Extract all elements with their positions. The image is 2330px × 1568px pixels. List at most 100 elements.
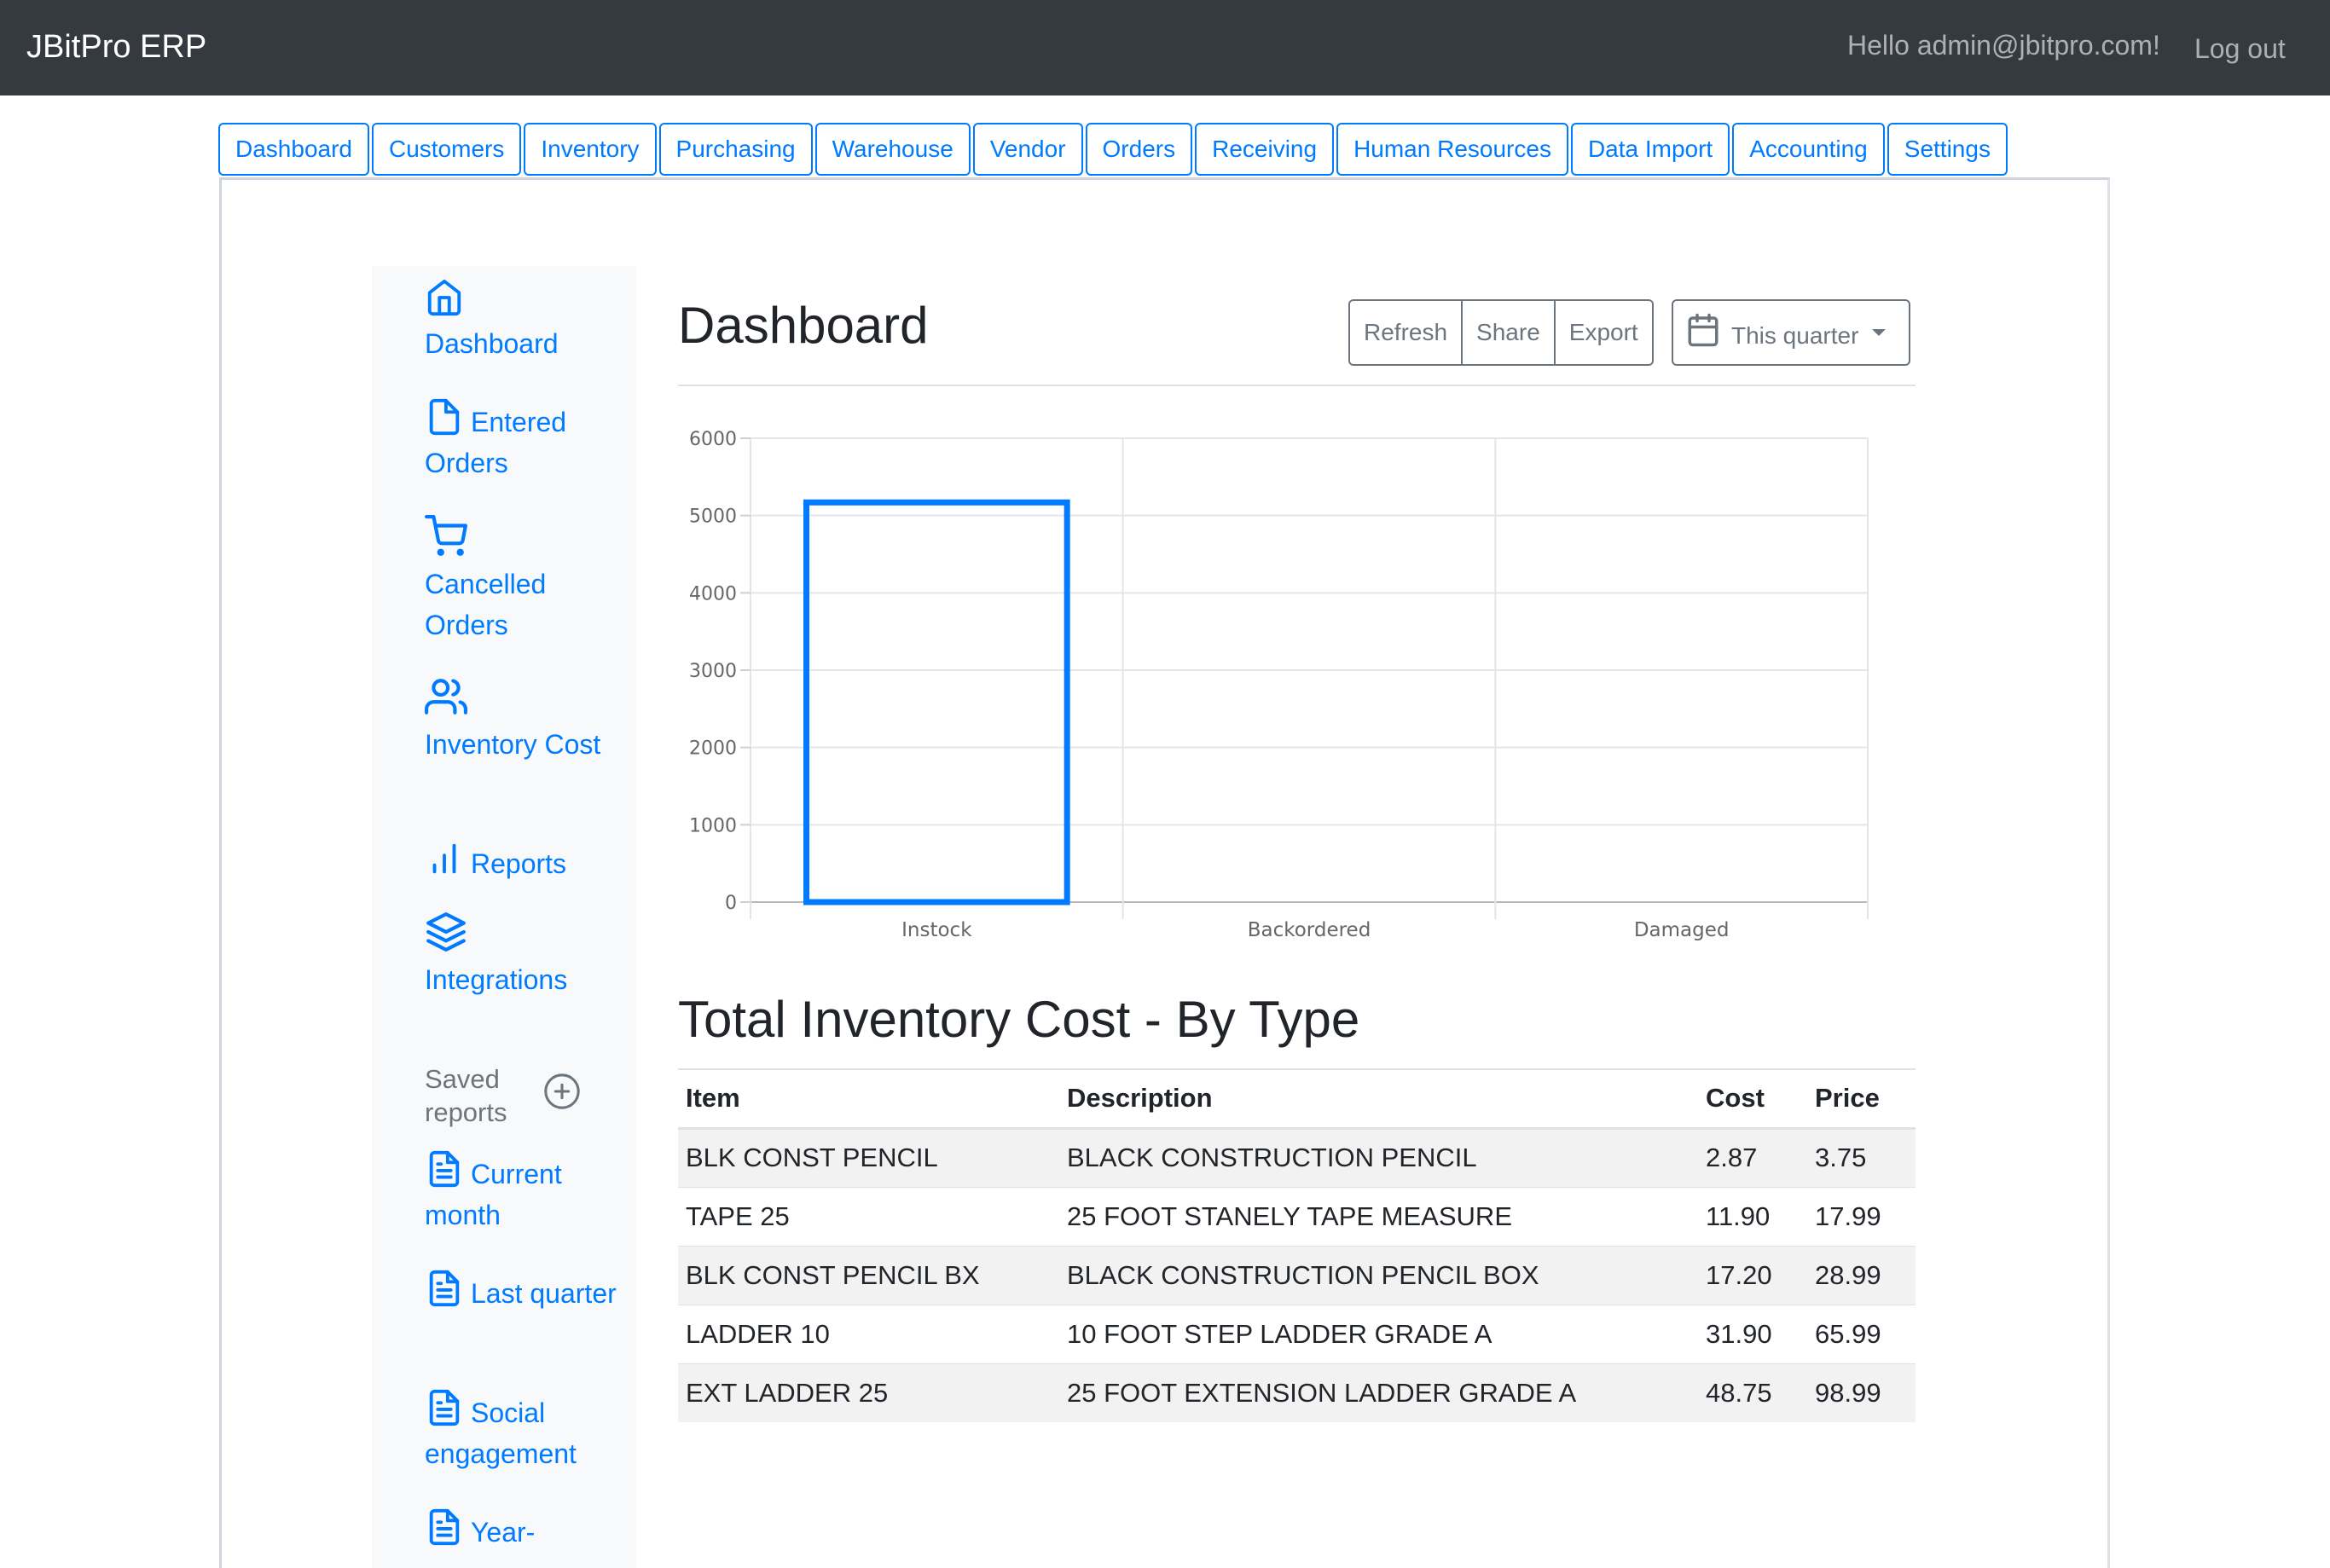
brand-logo[interactable]: JBitPro ERP <box>26 29 207 65</box>
users-icon <box>425 679 474 719</box>
top-navbar: JBitPro ERP Hello admin@jbitpro.com! Log… <box>0 0 2330 95</box>
logout-link[interactable]: Log out <box>2194 33 2286 64</box>
table-divider <box>678 1068 1916 1070</box>
refresh-button[interactable]: Refresh <box>1350 301 1462 364</box>
saved-report-year[interactable]: Year- <box>425 1507 621 1553</box>
sidebar-item-label: Integrations <box>425 964 568 995</box>
saved-report-social-engagement[interactable]: Social engagement <box>425 1388 621 1474</box>
cell-price: 28.99 <box>1807 1245 1916 1305</box>
chevron-down-icon <box>1872 329 1887 336</box>
file-text-icon <box>425 1270 471 1309</box>
cell-item: BLK CONST PENCIL BX <box>678 1245 1059 1305</box>
tab-inventory[interactable]: Inventory <box>524 123 657 176</box>
sidebar-item-entered-orders[interactable]: Entered Orders <box>425 397 621 483</box>
column-header-cost: Cost <box>1698 1070 1807 1130</box>
chart-x-axis: Instock Backordered Damaged <box>901 919 1729 941</box>
cell-cost: 17.20 <box>1698 1245 1807 1305</box>
sidebar-item-reports[interactable]: Reports <box>425 839 621 884</box>
saved-report-label: Current month <box>425 1159 562 1230</box>
date-range-label: This quarter <box>1731 322 1859 349</box>
table-row: TAPE 25 25 FOOT STANELY TAPE MEASURE 11.… <box>678 1186 1916 1246</box>
module-tabs: Dashboard Customers Inventory Purchasing… <box>218 123 2008 176</box>
y-tick-label: 1000 <box>689 815 737 836</box>
x-tick-label: Damaged <box>1634 919 1730 941</box>
column-header-price: Price <box>1807 1070 1916 1130</box>
sidebar-item-label: Cancelled Orders <box>425 569 547 640</box>
tab-dashboard[interactable]: Dashboard <box>218 123 369 176</box>
sidebar-item-inventory-cost[interactable]: Inventory Cost <box>425 675 621 765</box>
file-icon <box>425 398 471 437</box>
sidebar: Dashboard Entered Orders Cancelled Order… <box>372 266 636 1568</box>
table-row: LADDER 10 10 FOOT STEP LADDER GRADE A 31… <box>678 1304 1916 1363</box>
y-tick-label: 4000 <box>689 583 737 605</box>
y-tick-label: 2000 <box>689 738 737 760</box>
header-divider <box>678 385 1916 386</box>
tab-human-resources[interactable]: Human Resources <box>1336 123 1568 176</box>
x-tick-label: Backordered <box>1248 919 1371 941</box>
tab-vendor[interactable]: Vendor <box>972 123 1083 176</box>
y-tick-label: 6000 <box>689 429 737 450</box>
tab-warehouse[interactable]: Warehouse <box>814 123 971 176</box>
page-title: Dashboard <box>678 297 929 354</box>
shopping-cart-icon <box>425 515 474 558</box>
cell-cost: 2.87 <box>1698 1127 1807 1187</box>
y-tick-label: 0 <box>725 893 737 914</box>
saved-report-last-quarter[interactable]: Last quarter <box>425 1269 621 1314</box>
sidebar-item-cancelled-orders[interactable]: Cancelled Orders <box>425 515 621 645</box>
table-title: Total Inventory Cost - By Type <box>678 991 1360 1048</box>
chart-y-axis: 0 1000 2000 3000 4000 5000 6000 <box>689 429 751 914</box>
cell-description: 25 FOOT EXTENSION LADDER GRADE A <box>1059 1363 1698 1422</box>
cell-item: TAPE 25 <box>678 1186 1059 1246</box>
cell-description: BLACK CONSTRUCTION PENCIL <box>1059 1127 1698 1187</box>
export-button[interactable]: Export <box>1553 301 1652 364</box>
cell-cost: 48.75 <box>1698 1363 1807 1422</box>
column-header-description: Description <box>1059 1070 1698 1130</box>
sidebar-item-label: Dashboard <box>425 328 559 359</box>
y-tick-label: 3000 <box>689 661 737 682</box>
table-row: BLK CONST PENCIL BLACK CONSTRUCTION PENC… <box>678 1127 1916 1187</box>
file-text-icon <box>425 1150 471 1189</box>
cell-price: 98.99 <box>1807 1363 1916 1422</box>
inventory-cost-table: Item Description Cost Price BLK CONST PE… <box>678 1070 1916 1422</box>
share-button[interactable]: Share <box>1461 301 1554 364</box>
date-range-dropdown[interactable]: This quarter <box>1672 299 1910 366</box>
saved-report-current-month[interactable]: Current month <box>425 1149 621 1235</box>
saved-report-label: Social engagement <box>425 1397 577 1469</box>
y-tick-label: 5000 <box>689 506 737 528</box>
tab-purchasing[interactable]: Purchasing <box>658 123 813 176</box>
file-text-icon <box>425 1389 471 1428</box>
tab-orders[interactable]: Orders <box>1085 123 1193 176</box>
sidebar-item-integrations[interactable]: Integrations <box>425 911 621 1000</box>
user-greeting[interactable]: Hello admin@jbitpro.com! <box>1847 30 2160 61</box>
cell-description: 25 FOOT STANELY TAPE MEASURE <box>1059 1186 1698 1246</box>
saved-report-label: Last quarter <box>471 1278 617 1309</box>
table-row: BLK CONST PENCIL BX BLACK CONSTRUCTION P… <box>678 1245 1916 1305</box>
calendar-icon <box>1685 312 1721 354</box>
tab-receiving[interactable]: Receiving <box>1195 123 1335 176</box>
cell-price: 3.75 <box>1807 1127 1916 1187</box>
cell-item: EXT LADDER 25 <box>678 1363 1059 1422</box>
toolbar-button-group: Refresh Share Export <box>1348 299 1654 366</box>
cell-item: LADDER 10 <box>678 1304 1059 1363</box>
saved-reports-heading: Saved reports <box>425 1064 507 1127</box>
tab-data-import[interactable]: Data Import <box>1570 123 1730 176</box>
cell-price: 65.99 <box>1807 1304 1916 1363</box>
cell-item: BLK CONST PENCIL <box>678 1127 1059 1187</box>
bar-instock <box>803 499 1070 906</box>
tab-customers[interactable]: Customers <box>371 123 522 176</box>
content-frame <box>219 177 2110 1568</box>
cell-cost: 11.90 <box>1698 1186 1807 1246</box>
table-row: EXT LADDER 25 25 FOOT EXTENSION LADDER G… <box>678 1363 1916 1422</box>
bar-chart-icon <box>425 843 471 879</box>
cell-description: BLACK CONSTRUCTION PENCIL BOX <box>1059 1245 1698 1305</box>
cell-cost: 31.90 <box>1698 1304 1807 1363</box>
sidebar-item-dashboard[interactable]: Dashboard <box>425 278 621 364</box>
x-tick-label: Instock <box>901 919 972 941</box>
column-header-item: Item <box>678 1070 1059 1130</box>
file-text-icon <box>425 1508 471 1548</box>
tab-accounting[interactable]: Accounting <box>1732 123 1885 176</box>
saved-report-label: Year- <box>471 1517 536 1548</box>
add-report-button[interactable] <box>542 1072 582 1111</box>
sidebar-item-label: Inventory Cost <box>425 729 601 760</box>
tab-settings[interactable]: Settings <box>1887 123 2008 176</box>
